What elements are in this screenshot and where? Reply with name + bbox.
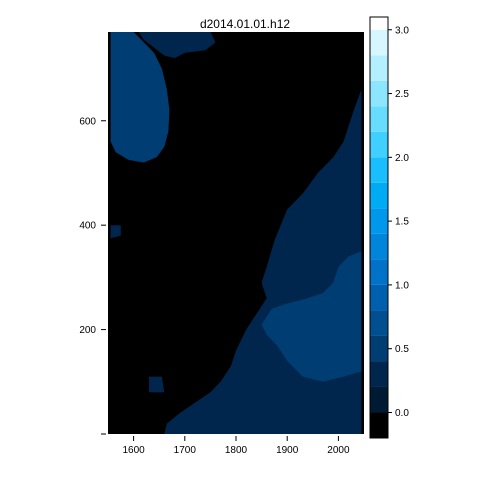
x-tick-label: 1700 [174,445,197,456]
colorbar-swatch [370,386,388,413]
colorbar-tick-label: 3.0 [395,25,409,36]
y-tick-label: 600 [79,116,96,127]
colorbar-tick-label: 2.5 [395,89,409,100]
heatmap-region-bottom-spot [149,376,165,393]
x-axis: 1600 1700 1800 1900 2000 [122,436,350,456]
heatmap-region-upper-left-mid [110,32,170,163]
colorbar-swatch [370,233,388,260]
colorbar-swatch [370,412,388,438]
chart-title: d2014.01.01.h12 [200,17,290,31]
colorbar-swatch [370,106,388,132]
y-tick-label: 200 [79,325,96,336]
plot-area [108,32,364,434]
colorbar-tick-label: 2.0 [395,153,409,164]
colorbar-swatch [370,55,388,81]
colorbar-swatch [370,80,388,107]
colorbar-tick-label: 0.5 [395,344,409,355]
colorbar-swatch [370,208,388,234]
y-tick-label: 400 [79,221,96,232]
colorbar-swatch [370,259,388,285]
x-tick-label: 1600 [122,445,145,456]
colorbar-swatch [370,284,388,311]
colorbar-swatch [370,335,388,362]
x-tick-label: 2000 [327,445,350,456]
colorbar-swatch [370,131,388,158]
heatmap-region-left-spot [110,225,121,239]
colorbar-swatch [370,29,388,56]
heatmap-region-top-strip [138,32,216,59]
colorbar-swatch [370,157,388,183]
y-axis: 200 400 600 [79,116,106,435]
colorbar-swatch [370,182,388,209]
x-tick-label: 1800 [225,445,248,456]
heatmap-region-lower-right-mid [261,251,362,382]
colorbar: 0.0 0.5 1.0 1.5 2.0 2.5 3.0 [369,16,409,439]
colorbar-swatch [370,17,388,30]
colorbar-frame [369,16,389,439]
colorbar-tick-label: 0.0 [395,408,409,419]
colorbar-tick-label: 1.0 [395,280,409,291]
colorbar-swatch [370,310,388,336]
colorbar-swatch [370,361,388,387]
colorbar-tick-label: 1.5 [395,217,409,228]
x-tick-label: 1900 [276,445,299,456]
